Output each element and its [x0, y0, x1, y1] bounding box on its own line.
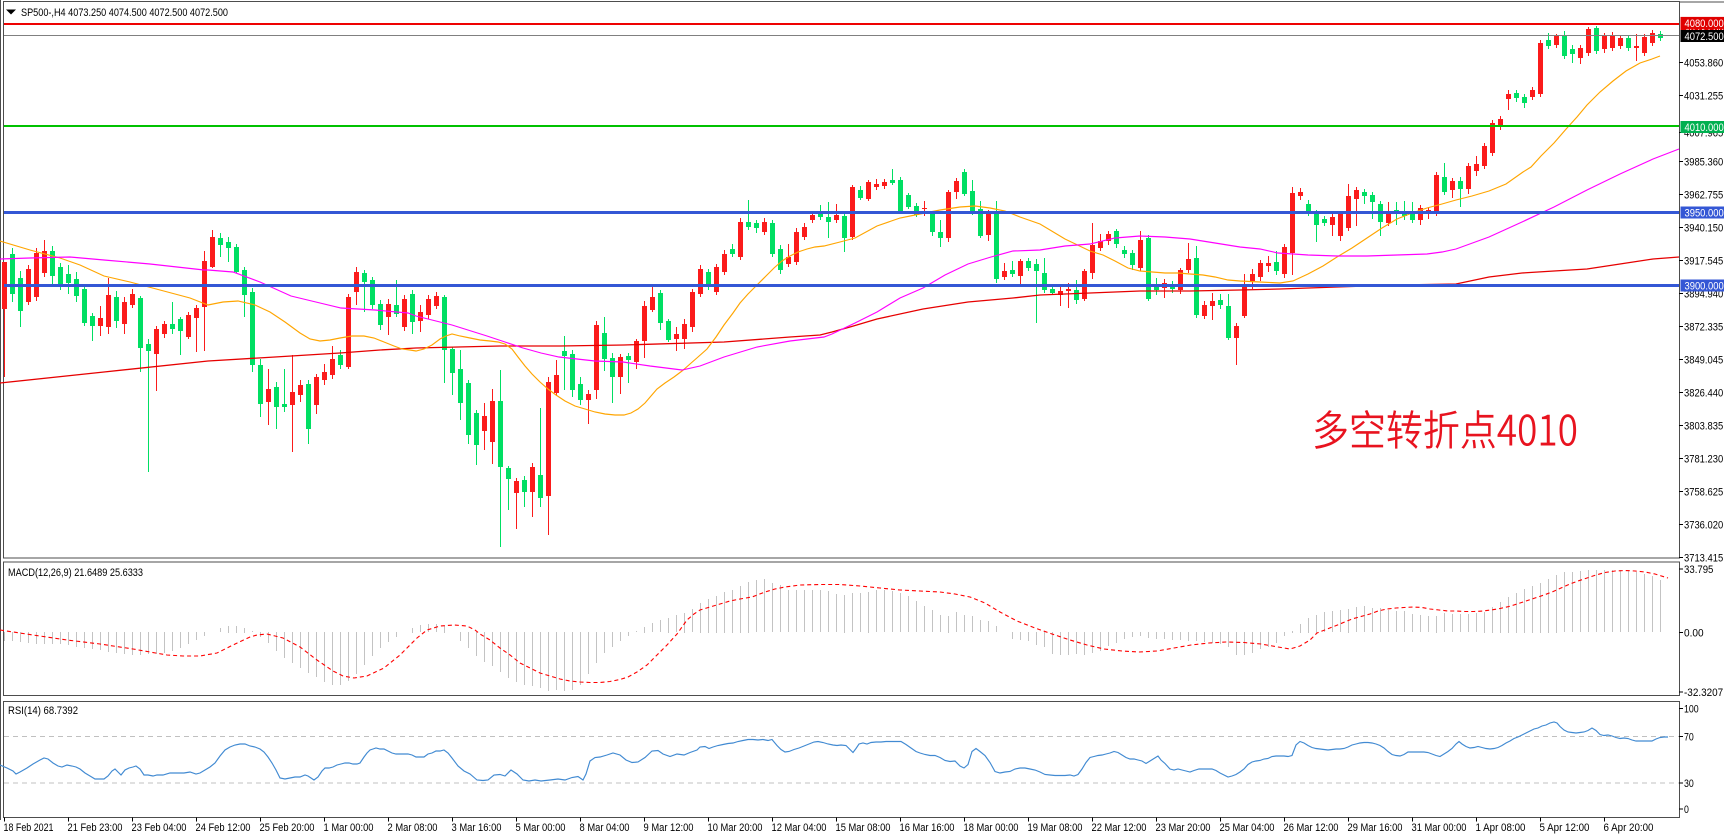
- svg-text:4080.000: 4080.000: [1685, 18, 1724, 30]
- svg-text:29 Mar 16:00: 29 Mar 16:00: [1348, 822, 1403, 834]
- svg-text:31 Mar 00:00: 31 Mar 00:00: [1412, 822, 1467, 834]
- svg-text:3713.415: 3713.415: [1684, 552, 1723, 564]
- svg-text:3803.835: 3803.835: [1684, 420, 1723, 432]
- svg-text:5 Apr 12:00: 5 Apr 12:00: [1540, 822, 1590, 834]
- svg-text:25 Mar 04:00: 25 Mar 04:00: [1220, 822, 1275, 834]
- svg-text:0: 0: [1684, 804, 1689, 816]
- svg-text:3849.045: 3849.045: [1684, 354, 1723, 366]
- svg-text:RSI(14) 68.7392: RSI(14) 68.7392: [8, 705, 78, 717]
- svg-text:3985.360: 3985.360: [1684, 156, 1723, 168]
- svg-text:SP500-,H4 4073.250 4074.500 4: SP500-,H4 4073.250 4074.500 4072.500 407…: [21, 7, 228, 19]
- svg-text:5 Mar 00:00: 5 Mar 00:00: [516, 822, 566, 834]
- svg-text:1 Mar 00:00: 1 Mar 00:00: [324, 822, 374, 834]
- svg-text:33.795: 33.795: [1684, 564, 1713, 576]
- svg-text:3826.440: 3826.440: [1684, 387, 1723, 399]
- svg-text:100: 100: [1684, 704, 1699, 716]
- svg-text:1 Apr 08:00: 1 Apr 08:00: [1476, 822, 1526, 834]
- svg-text:4031.255: 4031.255: [1684, 90, 1723, 102]
- svg-text:3758.625: 3758.625: [1684, 486, 1723, 498]
- svg-text:16 Mar 16:00: 16 Mar 16:00: [900, 822, 955, 834]
- svg-text:4053.860: 4053.860: [1684, 57, 1723, 69]
- svg-text:25 Feb 20:00: 25 Feb 20:00: [260, 822, 315, 834]
- svg-text:24 Feb 12:00: 24 Feb 12:00: [196, 822, 251, 834]
- svg-text:3781.230: 3781.230: [1684, 453, 1723, 465]
- svg-text:3900.000: 3900.000: [1685, 281, 1724, 293]
- svg-text:0.00: 0.00: [1684, 627, 1704, 639]
- svg-text:19 Mar 08:00: 19 Mar 08:00: [1028, 822, 1083, 834]
- svg-text:4072.500: 4072.500: [1685, 31, 1724, 43]
- svg-text:3736.020: 3736.020: [1684, 519, 1723, 531]
- svg-text:3950.000: 3950.000: [1685, 208, 1724, 220]
- svg-text:6 Apr 20:00: 6 Apr 20:00: [1604, 822, 1654, 834]
- svg-text:9 Mar 12:00: 9 Mar 12:00: [644, 822, 694, 834]
- svg-text:23 Feb 04:00: 23 Feb 04:00: [132, 822, 187, 834]
- svg-text:26 Mar 12:00: 26 Mar 12:00: [1284, 822, 1339, 834]
- svg-text:MACD(12,26,9) 21.6489 25.6333: MACD(12,26,9) 21.6489 25.6333: [8, 567, 143, 579]
- svg-text:15 Mar 08:00: 15 Mar 08:00: [836, 822, 891, 834]
- svg-text:30: 30: [1684, 778, 1694, 790]
- svg-text:2 Mar 08:00: 2 Mar 08:00: [388, 822, 438, 834]
- svg-text:18 Feb 2021: 18 Feb 2021: [4, 822, 54, 834]
- svg-text:3940.150: 3940.150: [1684, 222, 1723, 234]
- svg-text:3962.755: 3962.755: [1684, 189, 1723, 201]
- svg-text:70: 70: [1684, 732, 1694, 744]
- svg-text:8 Mar 04:00: 8 Mar 04:00: [580, 822, 630, 834]
- svg-text:10 Mar 20:00: 10 Mar 20:00: [708, 822, 763, 834]
- svg-text:23 Mar 20:00: 23 Mar 20:00: [1156, 822, 1211, 834]
- svg-text:18 Mar 00:00: 18 Mar 00:00: [964, 822, 1019, 834]
- svg-text:22 Mar 12:00: 22 Mar 12:00: [1092, 822, 1147, 834]
- svg-text:3872.335: 3872.335: [1684, 321, 1723, 333]
- svg-text:12 Mar 04:00: 12 Mar 04:00: [772, 822, 827, 834]
- svg-text:3 Mar 16:00: 3 Mar 16:00: [452, 822, 502, 834]
- svg-text:-32.3207: -32.3207: [1684, 687, 1723, 699]
- svg-text:3917.545: 3917.545: [1684, 255, 1723, 267]
- svg-text:21 Feb 23:00: 21 Feb 23:00: [68, 822, 123, 834]
- svg-text:4010.000: 4010.000: [1685, 122, 1724, 134]
